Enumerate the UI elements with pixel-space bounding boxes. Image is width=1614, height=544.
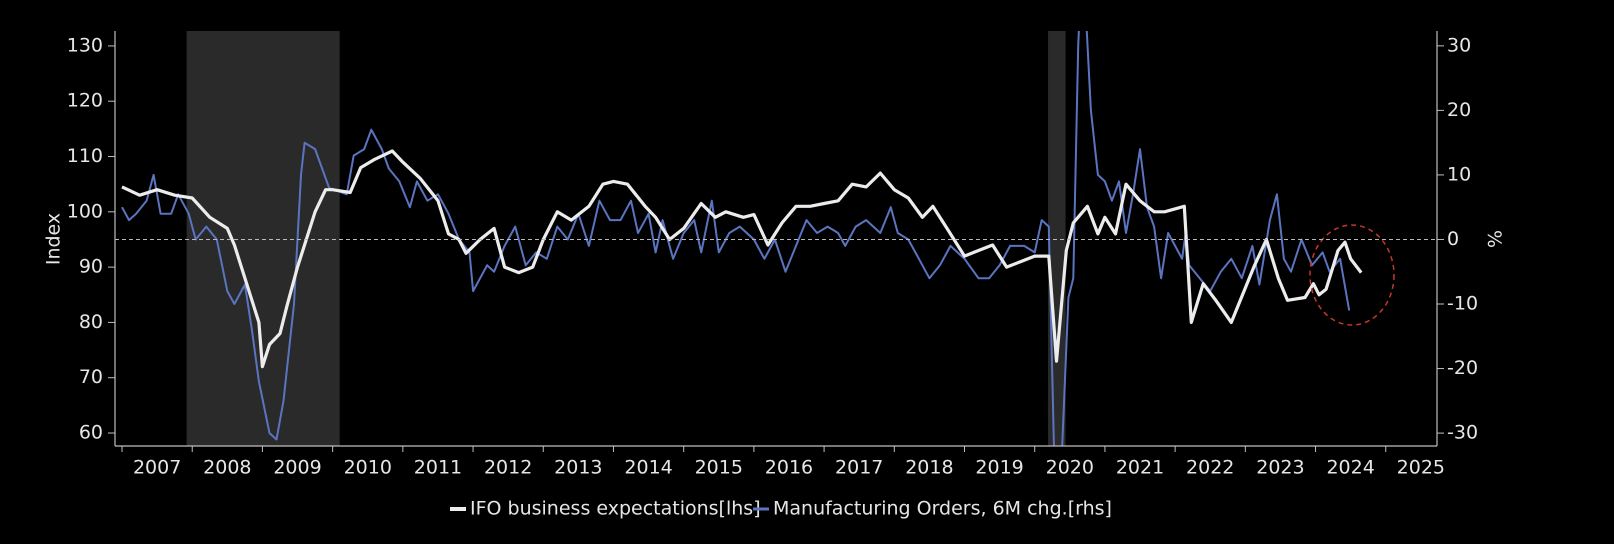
x-tick-label: 2023 bbox=[1256, 457, 1304, 479]
y-tick-label: 70 bbox=[79, 366, 103, 388]
x-tick-label: 2012 bbox=[484, 457, 532, 479]
x-tick-label: 2010 bbox=[344, 457, 392, 479]
y2-tick-label: 20 bbox=[1447, 99, 1471, 121]
x-tick-label: 2016 bbox=[765, 457, 813, 479]
y-tick-label: 90 bbox=[79, 256, 103, 278]
y2-tick-label: -30 bbox=[1447, 422, 1478, 444]
y-tick-label: 120 bbox=[67, 90, 103, 112]
highlight-circle bbox=[1309, 224, 1395, 326]
x-tick-label: 2020 bbox=[1046, 457, 1094, 479]
x-tick-label: 2009 bbox=[273, 457, 321, 479]
legend-label: IFO business expectations[lhs] bbox=[470, 498, 761, 520]
legend-label: Manufacturing Orders, 6M chg.[rhs] bbox=[773, 498, 1112, 520]
x-tick-label: 2008 bbox=[203, 457, 251, 479]
y2-tick-label: -10 bbox=[1447, 293, 1478, 315]
x-tick-label: 2025 bbox=[1397, 457, 1445, 479]
x-tick-label: 2014 bbox=[624, 457, 672, 479]
y-tick-label: 100 bbox=[67, 200, 103, 222]
x-tick-label: 2017 bbox=[835, 457, 883, 479]
y-tick-label: 110 bbox=[67, 145, 103, 167]
x-tick-label: 2018 bbox=[905, 457, 953, 479]
x-tick-label: 2022 bbox=[1186, 457, 1234, 479]
x-tick-label: 2013 bbox=[554, 457, 602, 479]
y2-tick-label: 30 bbox=[1447, 34, 1471, 56]
y2-axis-label: % bbox=[1485, 230, 1507, 248]
y2-tick-label: -20 bbox=[1447, 357, 1478, 379]
y2-tick-label: 10 bbox=[1447, 163, 1471, 185]
shaded-period bbox=[186, 31, 340, 446]
y-axis-label: Index bbox=[43, 213, 65, 265]
line-layer bbox=[121, 31, 1363, 446]
x-tick-label: 2024 bbox=[1326, 457, 1374, 479]
series-line bbox=[121, 31, 1351, 446]
y-tick-label: 60 bbox=[79, 422, 103, 444]
x-tick-label: 2021 bbox=[1116, 457, 1164, 479]
y2-tick-label: 0 bbox=[1447, 228, 1459, 250]
x-tick-label: 2019 bbox=[975, 457, 1023, 479]
shaded-period bbox=[1048, 31, 1066, 446]
y-tick-label: 130 bbox=[67, 34, 103, 56]
x-tick-label: 2007 bbox=[133, 457, 181, 479]
x-tick-label: 2015 bbox=[695, 457, 743, 479]
y-tick-label: 80 bbox=[79, 311, 103, 333]
series-line bbox=[121, 149, 1363, 369]
shade-layer bbox=[186, 31, 1066, 446]
x-tick-label: 2011 bbox=[414, 457, 462, 479]
